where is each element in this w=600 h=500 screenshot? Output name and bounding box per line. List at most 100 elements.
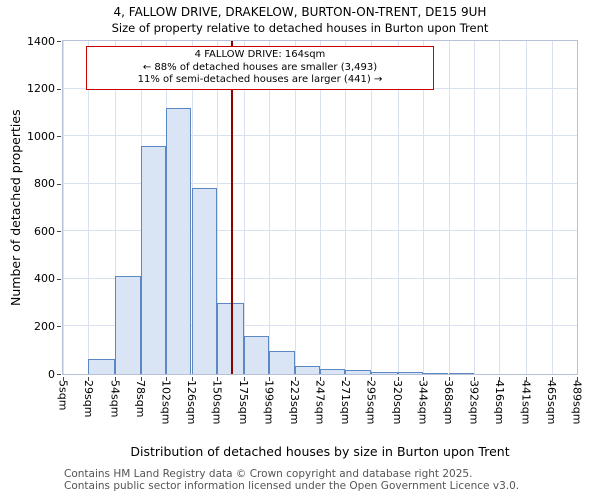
- x-tick-label: 416sqm: [492, 380, 506, 425]
- histogram-bar: [423, 372, 449, 374]
- x-tick-mark: [88, 377, 90, 381]
- footer-line-1: Contains HM Land Registry data © Crown c…: [64, 468, 473, 480]
- grid-line-horizontal: [63, 135, 577, 137]
- property-annotation-box: 4 FALLOW DRIVE: 164sqm ← 88% of detached…: [86, 46, 434, 90]
- x-tick-label: 175sqm: [237, 380, 251, 425]
- grid-line-vertical: [345, 41, 347, 374]
- grid-line-vertical: [216, 41, 218, 374]
- y-tick-label: 600: [34, 224, 55, 238]
- grid-line-vertical: [526, 41, 528, 374]
- grid-line-vertical: [448, 41, 450, 374]
- grid-line-vertical: [88, 41, 90, 374]
- x-tick-label: 78sqm: [134, 380, 148, 418]
- grid-line-horizontal: [63, 182, 577, 184]
- y-tick-mark: [57, 183, 61, 185]
- x-tick-mark: [191, 377, 193, 381]
- histogram-bar: [294, 365, 320, 374]
- y-tick-mark: [57, 41, 61, 42]
- y-tick-label: 400: [34, 272, 55, 286]
- x-tick-mark: [423, 377, 424, 381]
- histogram-bar: [88, 358, 116, 374]
- histogram-bar: [397, 372, 423, 374]
- y-tick-label: 1200: [27, 82, 55, 96]
- x-tick-label: 5sqm: [56, 380, 70, 411]
- x-tick-mark: [345, 377, 347, 381]
- histogram-bar: [448, 373, 474, 374]
- grid-line-vertical: [294, 41, 296, 374]
- grid-line-vertical: [115, 41, 117, 374]
- grid-line-vertical: [397, 41, 399, 374]
- x-tick-mark: [370, 377, 372, 381]
- x-tick-mark: [115, 377, 117, 381]
- x-tick-mark: [473, 377, 475, 381]
- grid-line-vertical: [551, 41, 553, 374]
- y-tick-label: 800: [34, 177, 55, 191]
- histogram-bar: [269, 351, 295, 374]
- x-tick-label: 247sqm: [313, 380, 327, 425]
- grid-line-vertical: [499, 41, 501, 374]
- x-tick-mark: [397, 377, 399, 381]
- x-tick-label: 223sqm: [288, 380, 301, 425]
- x-tick-label: 368sqm: [442, 380, 455, 425]
- grid-line-vertical: [370, 41, 372, 374]
- x-tick-label: 489sqm: [570, 380, 584, 425]
- histogram-bar: [191, 188, 217, 374]
- y-tick-label: 0: [48, 367, 55, 381]
- y-tick-label: 1400: [27, 34, 55, 48]
- y-tick-mark: [57, 326, 61, 328]
- x-tick-label: 102sqm: [159, 380, 173, 425]
- x-tick-label: 29sqm: [81, 380, 95, 418]
- x-tick-mark: [216, 377, 218, 381]
- y-tick-label: 200: [34, 319, 55, 333]
- x-tick-label: 271sqm: [338, 380, 352, 425]
- y-tick-label: 1000: [27, 129, 55, 143]
- x-tick-label: 465sqm: [545, 380, 558, 425]
- grid-line-vertical: [243, 41, 245, 374]
- histogram-bar: [115, 276, 141, 374]
- chart-title: 4, FALLOW DRIVE, DRAKELOW, BURTON-ON-TRE…: [113, 5, 487, 19]
- histogram-bar: [166, 107, 192, 374]
- x-tick-mark: [577, 377, 578, 381]
- grid-line-vertical: [320, 41, 321, 374]
- x-tick-label: 126sqm: [185, 380, 198, 425]
- y-tick-mark: [57, 88, 61, 90]
- histogram-bar: [216, 302, 244, 374]
- x-tick-mark: [166, 377, 167, 381]
- histogram-bar: [345, 370, 371, 374]
- grid-line-horizontal: [63, 325, 577, 327]
- x-tick-label: 150sqm: [210, 380, 224, 425]
- grid-line-horizontal: [63, 40, 577, 41]
- histogram-bar: [140, 145, 166, 374]
- x-tick-label: 392sqm: [467, 380, 481, 425]
- histogram-bar: [320, 369, 346, 374]
- x-tick-mark: [499, 377, 501, 381]
- x-tick-mark: [243, 377, 245, 381]
- chart-subtitle: Size of property relative to detached ho…: [111, 21, 489, 35]
- grid-line-vertical: [577, 41, 578, 374]
- x-tick-mark: [269, 377, 271, 381]
- histogram-bar: [370, 371, 398, 374]
- grid-line-vertical: [423, 41, 424, 374]
- x-tick-mark: [526, 377, 528, 381]
- x-axis-label: Distribution of detached houses by size …: [130, 444, 510, 459]
- grid-line-horizontal: [63, 277, 577, 279]
- y-tick-mark: [57, 278, 61, 280]
- footer-line-2: Contains public sector information licen…: [64, 480, 520, 492]
- property-size-marker-line: [231, 41, 233, 374]
- annotation-line-2: ← 88% of detached houses are smaller (3,…: [142, 61, 378, 73]
- x-tick-label: 320sqm: [391, 380, 405, 425]
- grid-line-vertical: [63, 41, 64, 374]
- x-tick-label: 199sqm: [262, 380, 276, 425]
- x-tick-mark: [294, 377, 296, 381]
- x-tick-mark: [63, 377, 64, 381]
- plot-area: [62, 40, 578, 375]
- annotation-line-3: 11% of semi-detached houses are larger (…: [137, 74, 383, 85]
- x-tick-mark: [551, 377, 553, 381]
- y-tick-mark: [57, 374, 61, 375]
- histogram-bar: [243, 335, 270, 374]
- x-tick-label: 441sqm: [519, 380, 533, 425]
- x-tick-label: 295sqm: [364, 380, 378, 425]
- x-tick-mark: [140, 377, 142, 381]
- grid-line-vertical: [269, 41, 271, 374]
